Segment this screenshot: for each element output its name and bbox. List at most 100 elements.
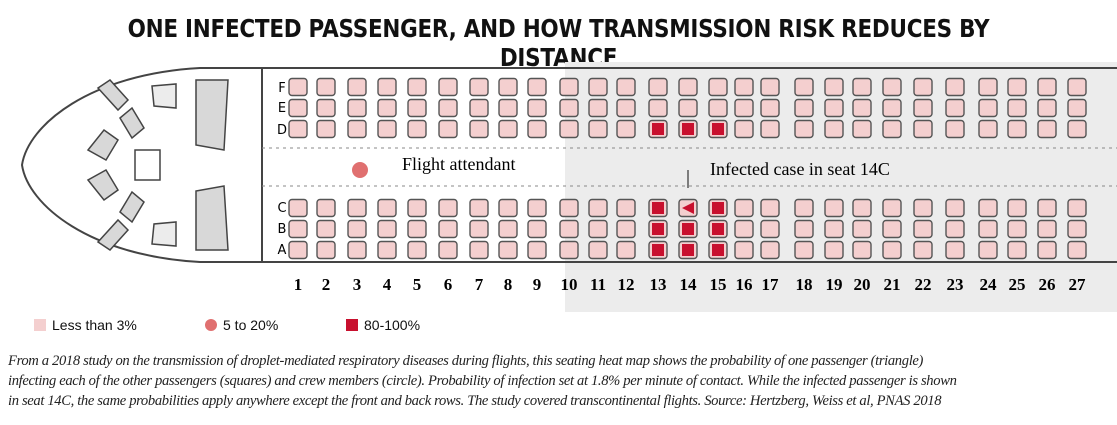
high-risk-marker bbox=[682, 223, 694, 235]
legend-swatch-circle bbox=[205, 319, 217, 331]
seat-12f bbox=[616, 77, 636, 97]
seat-7e bbox=[469, 98, 489, 118]
seat-12b bbox=[616, 219, 636, 239]
seat-8e bbox=[498, 98, 518, 118]
legend-label: 5 to 20% bbox=[223, 317, 279, 333]
seat-5e bbox=[407, 98, 427, 118]
seat-number-label: 9 bbox=[533, 275, 542, 294]
seat-11a bbox=[588, 240, 608, 260]
seat-17e bbox=[760, 98, 780, 118]
seat-number-label: 24 bbox=[980, 275, 998, 294]
seat-2c bbox=[316, 198, 336, 218]
seat-2a bbox=[316, 240, 336, 260]
seat-26a bbox=[1037, 240, 1057, 260]
seat-number-label: 20 bbox=[854, 275, 871, 294]
seat-20b bbox=[852, 219, 872, 239]
seat-3d bbox=[347, 119, 367, 139]
seat-2e bbox=[316, 98, 336, 118]
seat-26f bbox=[1037, 77, 1057, 97]
seat-number-axis: 1 2 3 4 5 6 7 8 9 10 11 12 13 14 15 16 17 18 19 20 21 22 23 24 2… bbox=[294, 275, 1086, 294]
seat-16b bbox=[734, 219, 754, 239]
seat-20d bbox=[852, 119, 872, 139]
legend-swatch-square bbox=[346, 319, 358, 331]
seat-24d bbox=[978, 119, 998, 139]
seat-19e bbox=[824, 98, 844, 118]
seat-4e bbox=[377, 98, 397, 118]
seat-number-label: 3 bbox=[353, 275, 362, 294]
seat-number-label: 23 bbox=[947, 275, 964, 294]
legend-swatch-square bbox=[34, 319, 46, 331]
seat-3f bbox=[347, 77, 367, 97]
row-label: A bbox=[278, 243, 287, 258]
seat-14f bbox=[678, 77, 698, 97]
seat-20a bbox=[852, 240, 872, 260]
seat-9e bbox=[527, 98, 547, 118]
row-label: D bbox=[277, 123, 287, 138]
seat-20e bbox=[852, 98, 872, 118]
seat-7d bbox=[469, 119, 489, 139]
row-label: F bbox=[278, 81, 285, 96]
seat-number-label: 18 bbox=[796, 275, 813, 294]
seat-26b bbox=[1037, 219, 1057, 239]
seat-17b bbox=[760, 219, 780, 239]
seat-number-label: 5 bbox=[413, 275, 422, 294]
seat-19d bbox=[824, 119, 844, 139]
seat-10d bbox=[559, 119, 579, 139]
seat-24f bbox=[978, 77, 998, 97]
fuselage-body bbox=[262, 67, 1117, 263]
infected-case-label: Infected case in seat 14C bbox=[710, 159, 890, 179]
seat-11f bbox=[588, 77, 608, 97]
seat-10a bbox=[559, 240, 579, 260]
seat-25e bbox=[1007, 98, 1027, 118]
seat-23a bbox=[945, 240, 965, 260]
high-risk-marker bbox=[652, 244, 664, 256]
seat-18a bbox=[794, 240, 814, 260]
seat-17d bbox=[760, 119, 780, 139]
seat-10c bbox=[559, 198, 579, 218]
seat-4f bbox=[377, 77, 397, 97]
seat-17a bbox=[760, 240, 780, 260]
seat-5f bbox=[407, 77, 427, 97]
seat-11e bbox=[588, 98, 608, 118]
seat-8d bbox=[498, 119, 518, 139]
seat-22e bbox=[913, 98, 933, 118]
seat-number-label: 7 bbox=[475, 275, 484, 294]
seat-21c bbox=[882, 198, 902, 218]
seat-8b bbox=[498, 219, 518, 239]
seat-5a bbox=[407, 240, 427, 260]
caption-line: From a 2018 study on the transmission of… bbox=[8, 353, 924, 369]
legend-label: Less than 3% bbox=[52, 317, 137, 333]
seat-9d bbox=[527, 119, 547, 139]
seat-1f bbox=[288, 77, 308, 97]
seat-6d bbox=[438, 119, 458, 139]
seat-8a bbox=[498, 240, 518, 260]
high-risk-marker bbox=[712, 202, 724, 214]
seat-26d bbox=[1037, 119, 1057, 139]
seat-7a bbox=[469, 240, 489, 260]
seat-15f bbox=[708, 77, 728, 97]
seat-25d bbox=[1007, 119, 1027, 139]
seat-2b bbox=[316, 219, 336, 239]
seat-25a bbox=[1007, 240, 1027, 260]
cockpit-windows bbox=[86, 79, 229, 251]
seat-21a bbox=[882, 240, 902, 260]
seat-5b bbox=[407, 219, 427, 239]
seat-27b bbox=[1067, 219, 1087, 239]
high-risk-marker bbox=[682, 123, 694, 135]
seat-1b bbox=[288, 219, 308, 239]
seat-7b bbox=[469, 219, 489, 239]
seat-number-label: 8 bbox=[504, 275, 513, 294]
seat-9b bbox=[527, 219, 547, 239]
seat-7c bbox=[469, 198, 489, 218]
seat-13f bbox=[648, 77, 668, 97]
seat-13e bbox=[648, 98, 668, 118]
seat-16c bbox=[734, 198, 754, 218]
row-label: E bbox=[278, 101, 286, 116]
seat-12d bbox=[616, 119, 636, 139]
seat-17c bbox=[760, 198, 780, 218]
seat-26e bbox=[1037, 98, 1057, 118]
seat-9a bbox=[527, 240, 547, 260]
flight-attendant-marker bbox=[352, 162, 368, 178]
seat-number-label: 14 bbox=[680, 275, 698, 294]
seat-5c bbox=[407, 198, 427, 218]
